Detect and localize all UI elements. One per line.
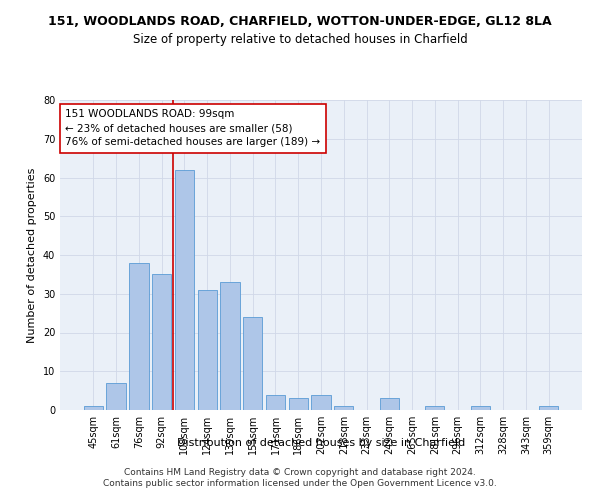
- Bar: [129, 263, 149, 410]
- Text: Distribution of detached houses by size in Charfield: Distribution of detached houses by size …: [177, 438, 465, 448]
- Bar: [106, 383, 126, 410]
- Bar: [266, 394, 285, 410]
- Bar: [334, 406, 353, 410]
- Bar: [289, 398, 308, 410]
- Text: 151 WOODLANDS ROAD: 99sqm
← 23% of detached houses are smaller (58)
76% of semi-: 151 WOODLANDS ROAD: 99sqm ← 23% of detac…: [65, 110, 320, 148]
- Bar: [220, 282, 239, 410]
- Bar: [380, 398, 399, 410]
- Text: Contains HM Land Registry data © Crown copyright and database right 2024.: Contains HM Land Registry data © Crown c…: [124, 468, 476, 477]
- Bar: [84, 406, 103, 410]
- Text: Size of property relative to detached houses in Charfield: Size of property relative to detached ho…: [133, 32, 467, 46]
- Bar: [311, 394, 331, 410]
- Y-axis label: Number of detached properties: Number of detached properties: [27, 168, 37, 342]
- Text: Contains public sector information licensed under the Open Government Licence v3: Contains public sector information licen…: [103, 480, 497, 488]
- Text: 151, WOODLANDS ROAD, CHARFIELD, WOTTON-UNDER-EDGE, GL12 8LA: 151, WOODLANDS ROAD, CHARFIELD, WOTTON-U…: [48, 15, 552, 28]
- Bar: [152, 274, 172, 410]
- Bar: [470, 406, 490, 410]
- Bar: [243, 317, 262, 410]
- Bar: [425, 406, 445, 410]
- Bar: [197, 290, 217, 410]
- Bar: [539, 406, 558, 410]
- Bar: [175, 170, 194, 410]
